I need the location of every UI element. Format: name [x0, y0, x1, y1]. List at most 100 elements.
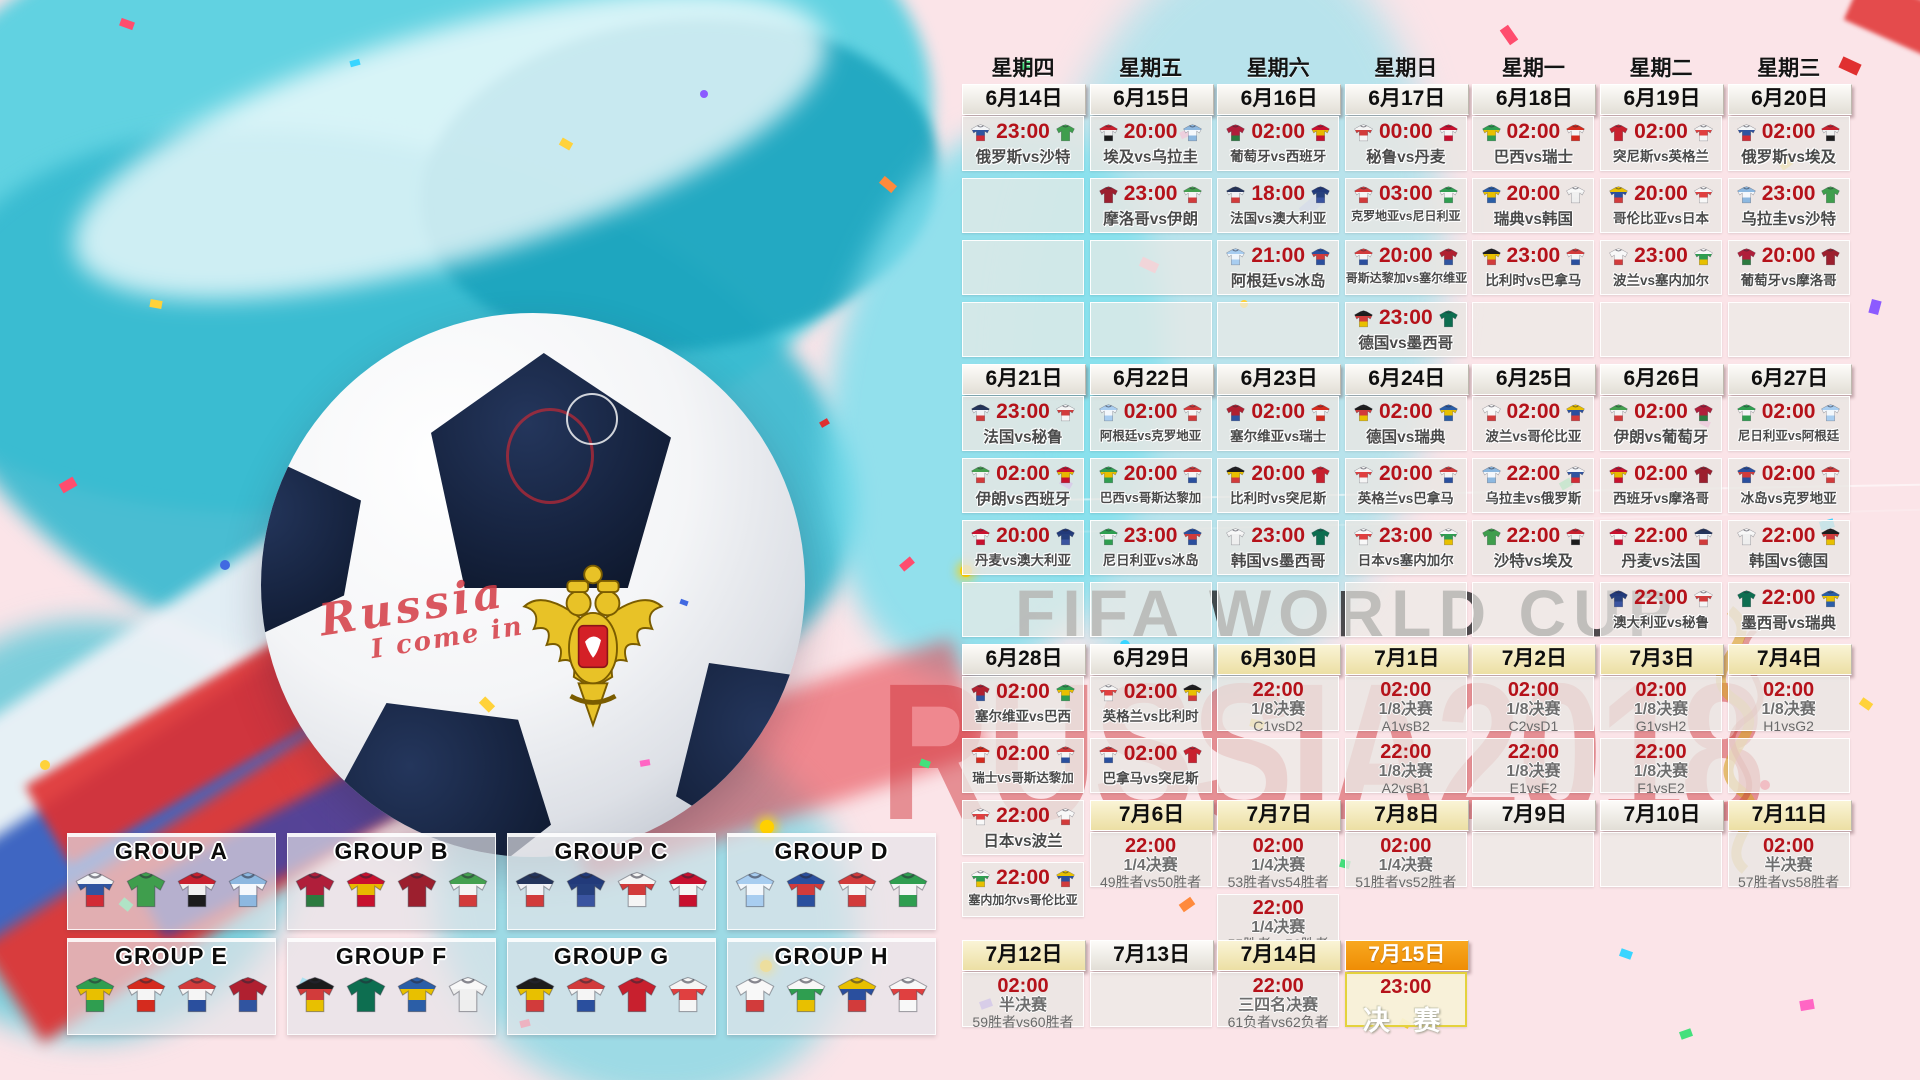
match-time-row: 02:00	[963, 680, 1083, 704]
match-teams: 俄罗斯vs埃及	[1741, 149, 1836, 166]
team-jersey-icon	[617, 871, 657, 908]
knockout-cell: 02:00 1/8决赛 A1vsB2	[1344, 676, 1467, 734]
team-jersey-icon	[1354, 309, 1373, 327]
match-time: 23:00	[1251, 524, 1306, 547]
date-header: 6月17日	[1344, 84, 1469, 115]
match-time-row: 23:00	[963, 120, 1083, 144]
team-jersey-icon	[1311, 247, 1330, 265]
match-cell: 02:00 尼日利亚vs阿根廷	[1727, 396, 1850, 451]
match-teams: 法国vs秘鲁	[983, 429, 1063, 446]
date-header: 6月15日	[1089, 84, 1214, 115]
match-teams: 秘鲁vs丹麦	[1366, 149, 1446, 166]
match-cell: 02:00 西班牙vs摩洛哥	[1600, 458, 1722, 513]
match-time: 23:00	[1378, 524, 1433, 547]
match-cell: 23:00 比利时vs巴拿马	[1472, 240, 1595, 295]
team-jersey-icon	[1354, 123, 1373, 141]
match-cell: 02:00 塞尔维亚vs瑞士	[1217, 396, 1340, 451]
date-header: 7月13日	[1089, 940, 1214, 971]
stage-label: 1/8决赛	[1761, 701, 1816, 718]
match-teams: 伊朗vs西班牙	[975, 491, 1071, 508]
match-time-row: 22:00	[1729, 586, 1849, 610]
team-jersey-icon	[735, 976, 775, 1013]
empty-cell	[1217, 302, 1340, 357]
weekday-label: 星期日	[1374, 57, 1438, 80]
pair-label: C1vsD2	[1253, 718, 1304, 734]
team-jersey-icon	[837, 871, 877, 908]
knockout-cell: 02:00 1/8决赛 H1vsG2	[1727, 676, 1850, 734]
match-time: 02:00	[1123, 742, 1178, 765]
knockout-cell: 22:00 1/8决赛 C1vsD2	[1217, 676, 1340, 734]
team-jersey-icon	[1183, 745, 1203, 763]
match-time-row: 23:00	[963, 400, 1083, 424]
team-jersey-icon	[75, 871, 115, 908]
empty-cell	[1472, 302, 1595, 357]
match-teams: 尼日利亚vs阿根廷	[1737, 429, 1840, 443]
match-teams: 日本vs波兰	[983, 833, 1063, 850]
match-time: 22:00	[1252, 679, 1304, 701]
empty-cell	[1600, 302, 1722, 357]
match-cell: 02:00 阿根廷vs克罗地亚	[1089, 396, 1212, 451]
team-jersey-icon	[668, 976, 708, 1013]
match-time-row: 20:00	[1091, 462, 1211, 486]
team-jersey-icon	[1056, 869, 1075, 887]
match-cell: 23:00 德国vs墨西哥	[1344, 302, 1467, 357]
match-teams: 葡萄牙vs摩洛哥	[1740, 273, 1837, 288]
knockout-cell: 22:00 1/8决赛 F1vsE2	[1600, 738, 1722, 796]
date-header: 6月27日	[1727, 364, 1852, 395]
match-teams: 法国vs澳大利亚	[1230, 211, 1327, 226]
team-jersey-icon	[1481, 123, 1501, 141]
team-jersey-icon	[971, 123, 990, 141]
team-jersey-icon	[1056, 403, 1075, 421]
date-header: 6月22日	[1089, 364, 1214, 395]
team-jersey-icon	[1566, 185, 1586, 203]
empty-cell	[1727, 302, 1850, 357]
pair-label: 49胜者vs50胜者	[1100, 874, 1202, 890]
date-header: 6月18日	[1472, 84, 1597, 115]
team-jersey-icon	[1438, 465, 1458, 483]
match-cell: 02:00 德国vs瑞典	[1344, 396, 1467, 451]
team-jersey-icon	[1736, 465, 1756, 483]
group-label: GROUP G	[553, 943, 670, 969]
group-team-jerseys	[288, 867, 495, 911]
date-header: 6月16日	[1217, 84, 1342, 115]
group-box: GROUP B	[287, 833, 496, 930]
empty-cell	[1089, 582, 1212, 637]
match-cell: 02:00 冰岛vs克罗地亚	[1727, 458, 1850, 513]
team-jersey-icon	[1438, 123, 1458, 141]
match-time: 02:00	[1761, 120, 1816, 143]
knockout-cell: 02:00 1/8决赛 C2vsD1	[1472, 676, 1595, 734]
team-jersey-icon	[1821, 403, 1841, 421]
match-time: 23:00	[1123, 524, 1178, 547]
team-jersey-icon	[397, 976, 437, 1013]
match-teams: 巴西vs瑞士	[1493, 149, 1574, 166]
match-time: 23:00	[1761, 182, 1816, 205]
date-header: 6月30日	[1217, 644, 1342, 675]
team-jersey-icon	[668, 871, 708, 908]
match-time-row: 22:00	[1473, 524, 1593, 548]
team-jersey-icon	[1226, 185, 1246, 203]
pair-label: 61负者vs62负者	[1227, 1014, 1329, 1030]
match-time: 02:00	[996, 742, 1050, 765]
stage-label: 1/8决赛	[1378, 763, 1433, 780]
team-jersey-icon	[1694, 465, 1713, 483]
match-time: 02:00	[996, 680, 1050, 703]
group-team-jerseys	[728, 867, 935, 911]
team-jersey-icon	[515, 871, 555, 908]
match-time: 21:00	[1251, 244, 1306, 267]
match-time: 22:00	[996, 804, 1050, 827]
match-time: 02:00	[1380, 835, 1432, 857]
team-jersey-icon	[1609, 247, 1628, 265]
match-time: 02:00	[1634, 120, 1688, 143]
match-teams: 俄罗斯vs沙特	[975, 149, 1071, 166]
pair-label: F1vsE2	[1637, 780, 1685, 796]
match-time: 22:00	[1252, 897, 1304, 919]
match-time-row: 02:00	[1091, 400, 1211, 424]
pair-label: 57胜者vs58胜者	[1738, 874, 1840, 890]
match-cell: 23:00 波兰vs塞内加尔	[1600, 240, 1722, 295]
knockout-cell: 22:00 三四名决赛 61负者vs62负者	[1217, 972, 1340, 1030]
match-time: 22:00	[1761, 524, 1816, 547]
team-jersey-icon	[1694, 123, 1713, 141]
team-jersey-icon	[448, 871, 488, 908]
stage-label: 1/4决赛	[1378, 857, 1433, 874]
match-cell: 02:00 塞尔维亚vs巴西	[962, 676, 1084, 731]
